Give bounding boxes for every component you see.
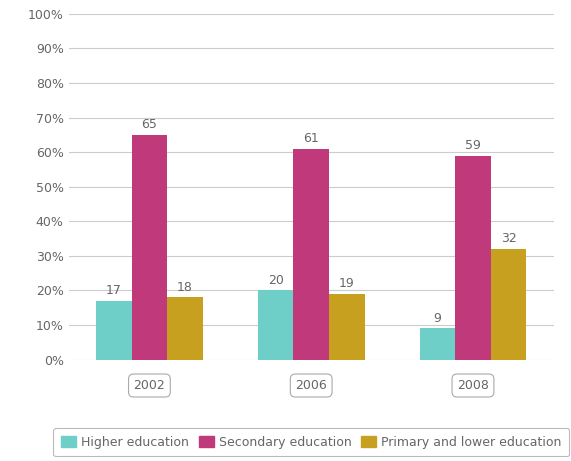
Text: 18: 18 xyxy=(177,281,193,294)
Bar xyxy=(258,290,293,360)
Bar xyxy=(96,301,131,360)
Bar xyxy=(131,135,167,360)
Text: 2006: 2006 xyxy=(295,379,327,392)
Text: 9: 9 xyxy=(433,312,441,325)
Text: 2002: 2002 xyxy=(134,379,165,392)
Text: 17: 17 xyxy=(106,284,122,297)
Bar xyxy=(491,249,526,360)
Text: 2008: 2008 xyxy=(457,379,489,392)
Text: 61: 61 xyxy=(303,132,319,145)
Text: 19: 19 xyxy=(339,278,355,290)
Bar xyxy=(167,297,203,360)
Bar xyxy=(455,156,490,360)
Bar xyxy=(420,329,455,360)
Text: 20: 20 xyxy=(268,274,284,287)
Bar xyxy=(293,149,329,360)
Legend: Higher education, Secondary education, Primary and lower education: Higher education, Secondary education, P… xyxy=(53,428,569,456)
Text: 59: 59 xyxy=(465,139,481,152)
Bar xyxy=(329,294,364,360)
Text: 65: 65 xyxy=(142,118,158,131)
Text: 32: 32 xyxy=(501,232,516,246)
